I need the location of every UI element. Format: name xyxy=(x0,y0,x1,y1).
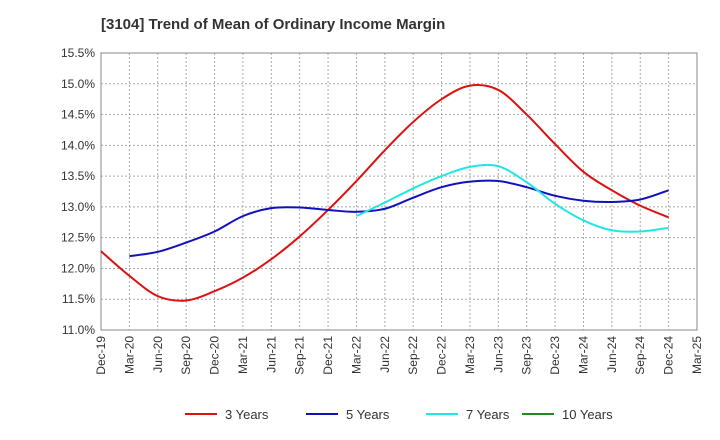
y-tick-label: 11.0% xyxy=(62,323,95,337)
legend-label-7-years: 7 Years xyxy=(466,407,510,422)
x-tick-label: Sep-23 xyxy=(520,336,534,375)
x-tick-label: Mar-23 xyxy=(463,336,477,374)
x-tick-label: Dec-19 xyxy=(94,336,108,375)
x-tick-label: Sep-24 xyxy=(633,336,647,375)
x-tick-label: Mar-24 xyxy=(576,336,590,374)
x-tick-label: Jun-20 xyxy=(151,336,165,373)
legend-label-3-years: 3 Years xyxy=(225,407,269,422)
y-tick-label: 15.0% xyxy=(61,77,95,91)
x-tick-label: Dec-24 xyxy=(662,336,676,375)
x-tick-label: Mar-25 xyxy=(690,336,704,374)
grid xyxy=(100,52,698,331)
x-tick-label: Jun-24 xyxy=(605,336,619,373)
legend-label-10-years: 10 Years xyxy=(562,407,613,422)
x-tick-label: Dec-20 xyxy=(208,336,222,375)
x-axis: Dec-19 Mar-20 Jun-20 Sep-20 Dec-20 Mar-21 Jun-… xyxy=(94,336,704,375)
y-tick-label: 13.0% xyxy=(61,200,95,214)
x-tick-label: Mar-20 xyxy=(122,336,136,374)
x-tick-label: Mar-22 xyxy=(349,336,363,374)
x-tick-label: Jun-22 xyxy=(378,336,392,373)
y-tick-label: 15.5% xyxy=(61,46,95,60)
x-tick-label: Dec-21 xyxy=(321,336,335,375)
y-tick-label: 14.5% xyxy=(61,108,95,122)
x-tick-label: Sep-20 xyxy=(179,336,193,375)
x-tick-label: Sep-22 xyxy=(406,336,420,375)
x-tick-label: Mar-21 xyxy=(236,336,250,374)
y-tick-label: 12.5% xyxy=(61,231,95,245)
x-tick-label: Jun-23 xyxy=(491,336,505,373)
x-tick-label: Jun-21 xyxy=(264,336,278,373)
legend: 3 Years 5 Years 7 Years 10 Years xyxy=(185,407,613,422)
y-tick-label: 14.0% xyxy=(61,138,95,152)
x-tick-label: Dec-23 xyxy=(548,336,562,375)
plot-frame xyxy=(100,52,698,331)
chart-title: [3104] Trend of Mean of Ordinary Income … xyxy=(101,16,445,33)
y-axis: 11.0% 11.5% 12.0% 12.5% 13.0% 13.5% 14.0% 14.5%… xyxy=(61,46,95,337)
series-line-7-years xyxy=(356,163,669,233)
x-tick-label: Dec-22 xyxy=(435,336,449,375)
legend-label-5-years: 5 Years xyxy=(346,407,390,422)
series-line-5-years xyxy=(129,179,669,258)
y-tick-label: 12.0% xyxy=(61,261,95,275)
y-tick-label: 13.5% xyxy=(61,169,95,183)
series-line-3-years xyxy=(100,83,670,302)
y-tick-label: 11.5% xyxy=(62,292,95,306)
x-tick-label: Sep-21 xyxy=(293,336,307,375)
series-lines xyxy=(100,83,670,302)
